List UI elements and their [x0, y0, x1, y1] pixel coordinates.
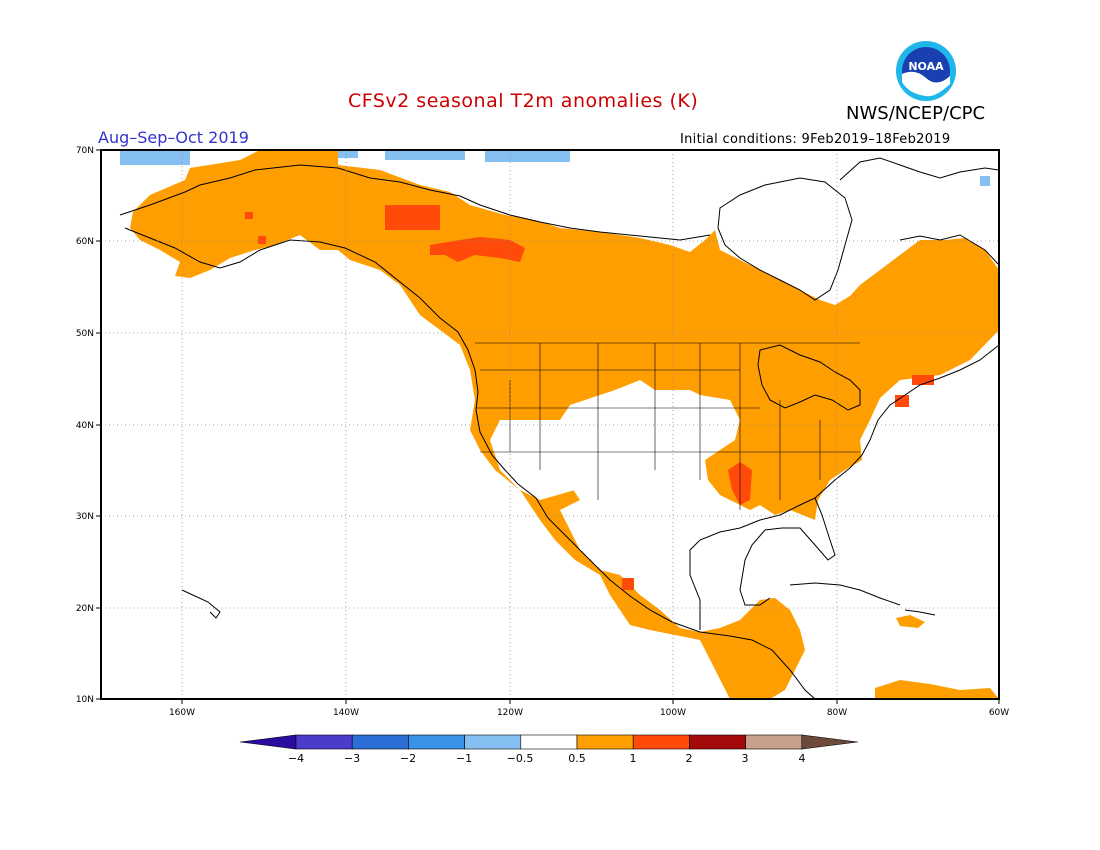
shade-maine-warm: [912, 375, 934, 385]
shade-mexico-warm: [622, 578, 634, 590]
colorbar-label: −4: [287, 752, 305, 765]
anomaly-shading: [101, 150, 999, 699]
colorbar-label: 1: [629, 752, 637, 765]
graticule: [101, 150, 999, 699]
shade-hudson-neutral: [720, 170, 860, 300]
shade-bc-warm: [430, 237, 525, 262]
coastlines: [119, 157, 999, 699]
lat-tick-label: 70N: [76, 146, 94, 156]
lon-tick-label: 60W: [989, 708, 1009, 718]
shade-mexico-neutral: [600, 505, 680, 575]
colorbar-label: 2: [685, 752, 693, 765]
colorbar-label: 0.5: [568, 752, 586, 765]
lon-tick-label: 80W: [827, 708, 847, 718]
initial-conditions: Initial conditions: 9Feb2019–18Feb2019: [680, 132, 951, 147]
shade-arctic-cool-2: [338, 150, 358, 158]
colorbar-label: −0.5: [506, 752, 534, 765]
lon-tick-label: 140W: [333, 708, 359, 718]
shade-south-america: [875, 680, 999, 699]
shade-yukon-warm: [385, 205, 440, 230]
colorbar-swatch: [576, 734, 634, 750]
longitude-labels: 160W 140W 120W 100W 80W 60W: [169, 708, 1009, 718]
noaa-logo-icon: NOAA: [896, 41, 956, 101]
shade-southwest-neutral: [540, 412, 735, 500]
colorbar: [239, 734, 858, 750]
shade-arctic-cool-3: [385, 150, 465, 160]
colorbar-swatch: [408, 734, 465, 750]
shade-alaska-warm: [245, 212, 253, 219]
colorbar-arrow-high: [801, 734, 858, 750]
state-borders: [475, 342, 860, 510]
shade-arctic-cool-1: [120, 150, 190, 165]
shade-arctic-cool-4: [485, 150, 570, 162]
tick-marks: [96, 149, 1000, 704]
colorbar-label: 4: [798, 752, 806, 765]
lat-tick-label: 60N: [76, 237, 94, 247]
latitude-labels: 70N 60N 50N 40N 30N 20N 10N: [76, 146, 94, 705]
lon-tick-label: 160W: [169, 708, 195, 718]
lon-tick-label: 100W: [660, 708, 686, 718]
shade-canada-us: [338, 165, 999, 699]
lat-tick-label: 20N: [76, 604, 94, 614]
lat-tick-label: 10N: [76, 695, 94, 705]
colorbar-swatch: [520, 734, 578, 750]
forecast-period: Aug–Sep–Oct 2019: [98, 128, 249, 147]
colorbar-swatch: [745, 734, 803, 750]
colorbar-label: 3: [741, 752, 749, 765]
colorbar-swatch: [632, 734, 690, 750]
lat-tick-label: 30N: [76, 512, 94, 522]
colorbar-label: −2: [399, 752, 417, 765]
colorbar-swatch: [689, 734, 746, 750]
lat-tick-label: 50N: [76, 329, 94, 339]
colorbar-swatch: [351, 734, 409, 750]
colorbar-swatch: [464, 734, 522, 750]
shade-arctic-neutral: [520, 150, 720, 230]
lon-tick-label: 120W: [497, 708, 523, 718]
colorbar-swatch: [295, 734, 353, 750]
shade-alaska-warm-2: [258, 236, 266, 244]
agency-label: NWS/NCEP/CPC: [846, 103, 986, 124]
lat-tick-label: 40N: [76, 421, 94, 431]
shade-greenland-cool: [980, 176, 990, 186]
colorbar-arrow-low: [239, 734, 297, 750]
shade-caribbean: [896, 615, 925, 628]
shade-newengland-warm: [895, 395, 909, 407]
colorbar-label: −1: [455, 752, 473, 765]
colorbar-label: −3: [343, 752, 361, 765]
map-title: CFSv2 seasonal T2m anomalies (K): [348, 90, 699, 112]
svg-text:NOAA: NOAA: [908, 60, 944, 73]
